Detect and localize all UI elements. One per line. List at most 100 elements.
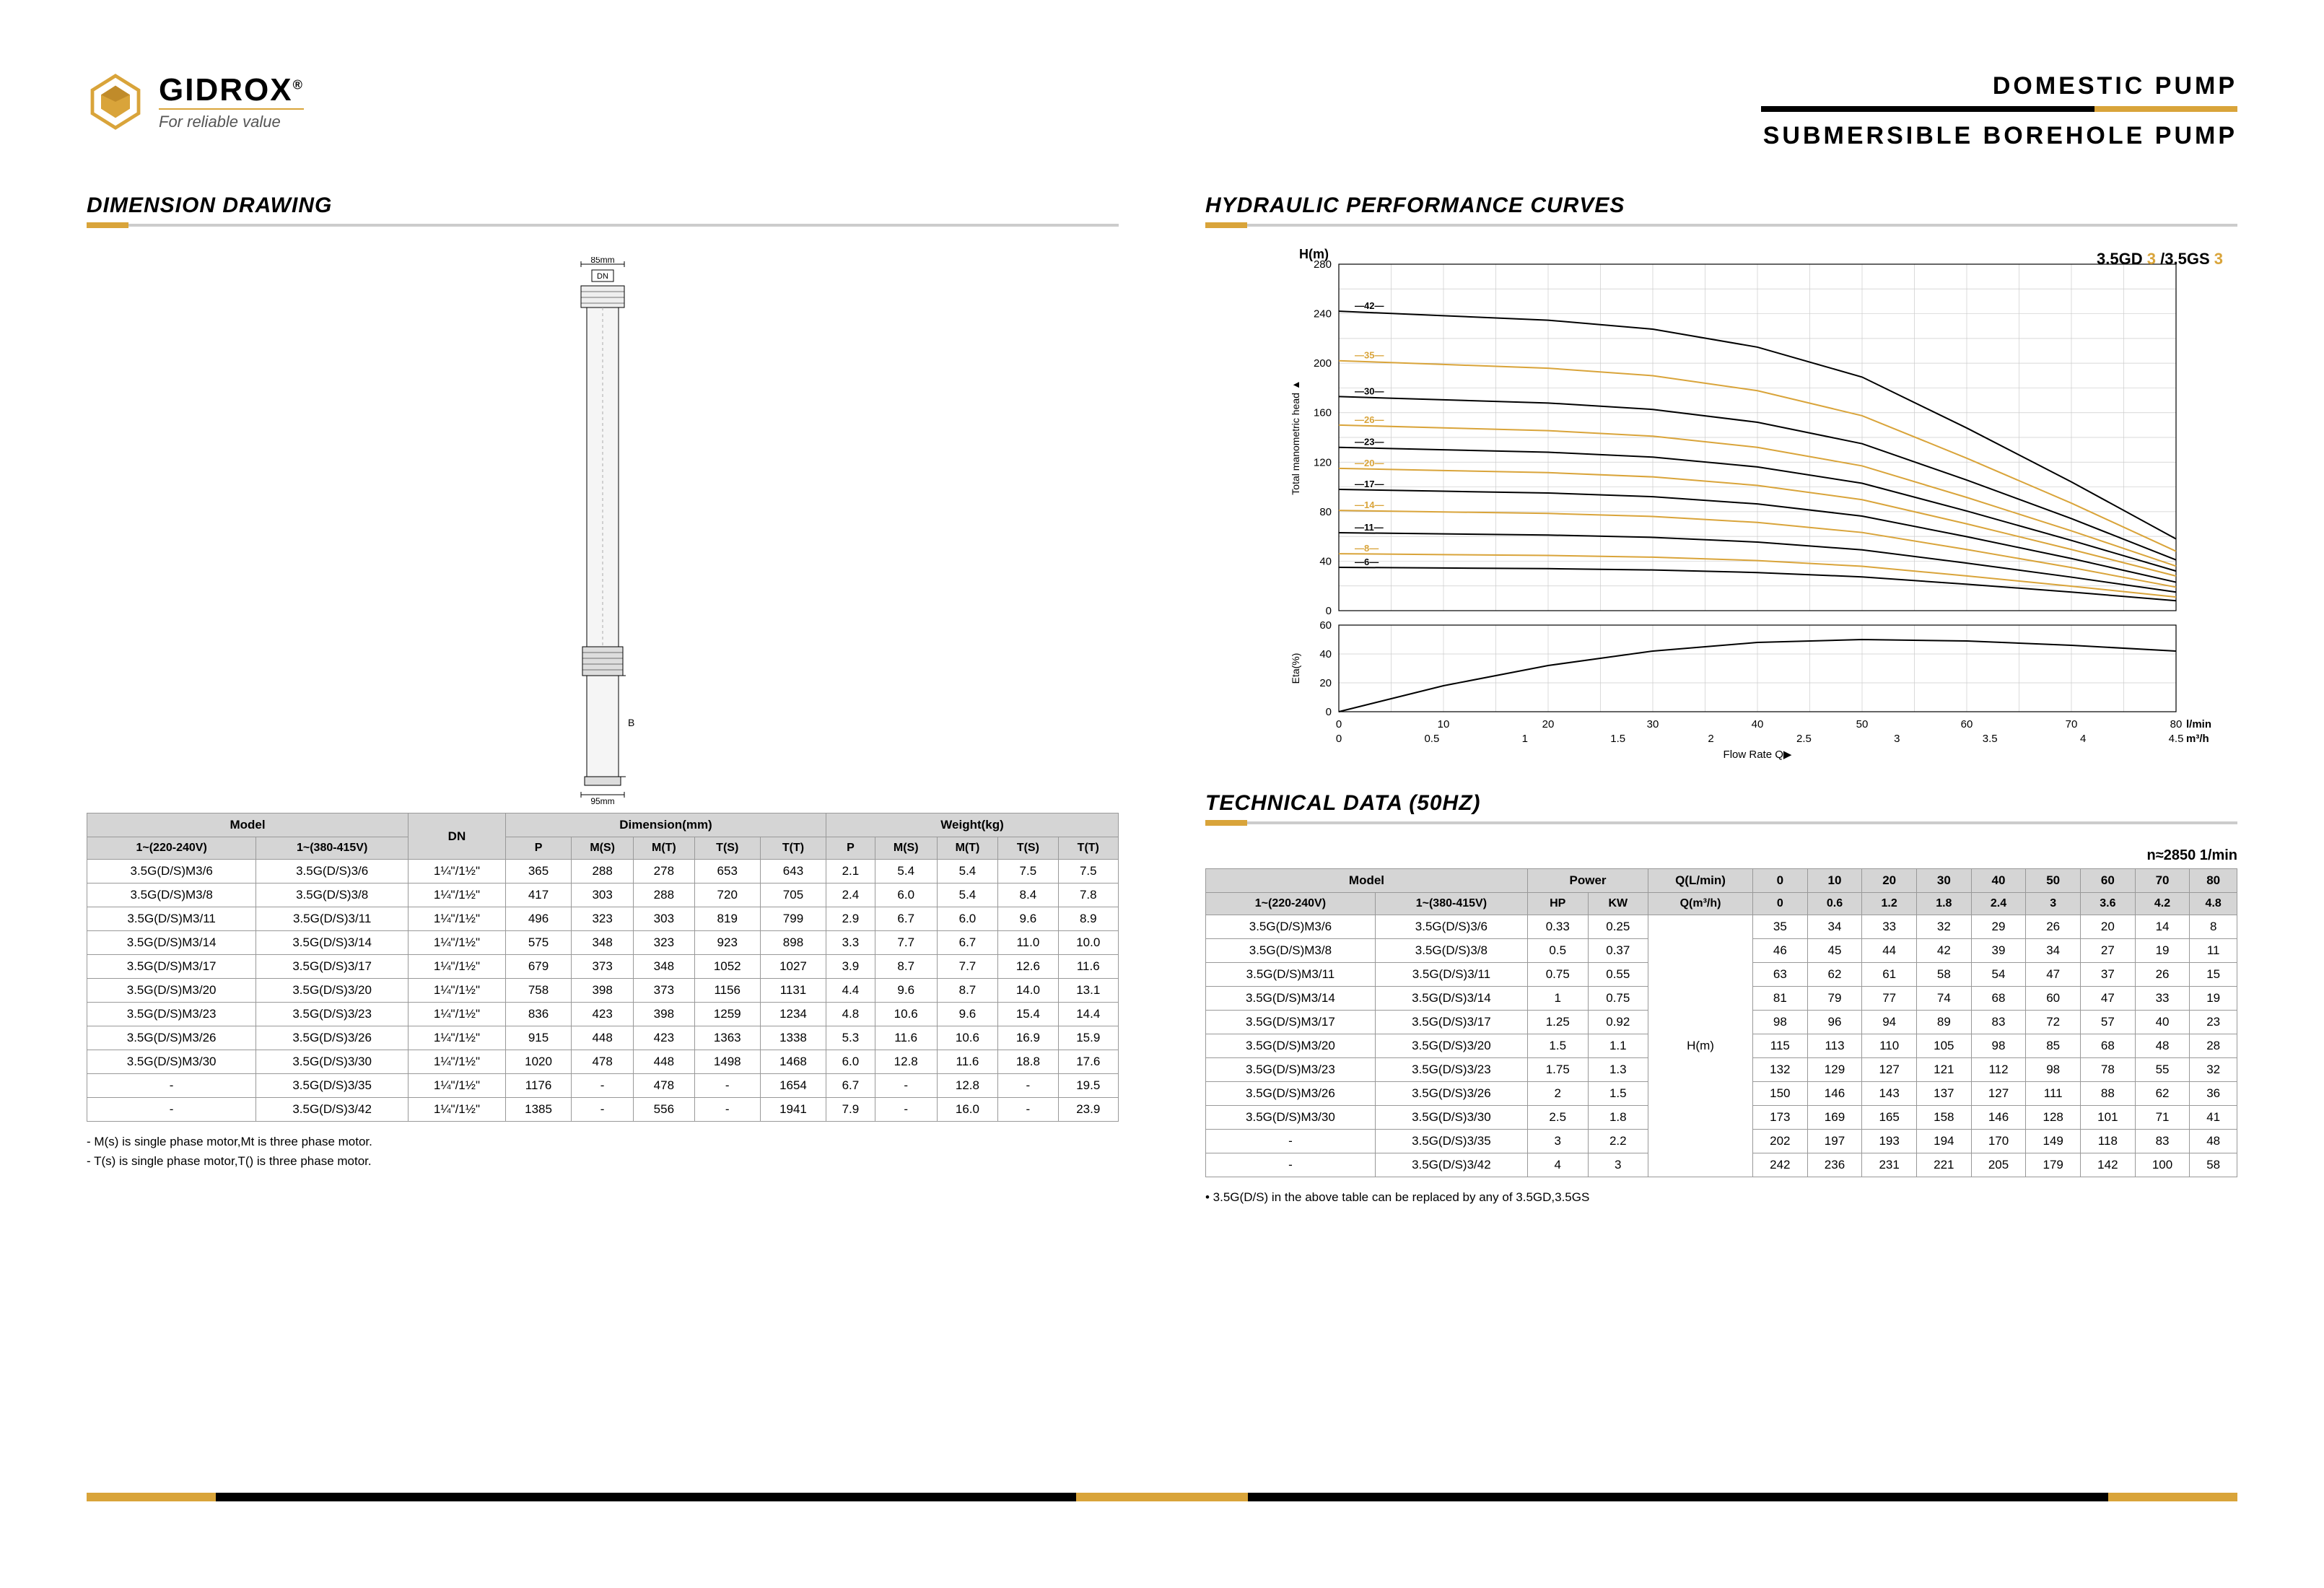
table-row: 3.5G(D/S)M3/233.5G(D/S)3/231¼"/1½"836423… (87, 1003, 1119, 1026)
tt-hp: HP (1527, 893, 1588, 915)
svg-text:20: 20 (1319, 677, 1332, 689)
table-cell: 1385 (505, 1098, 571, 1122)
table-row: 3.5G(D/S)M3/113.5G(D/S)3/111¼"/1½"496323… (87, 907, 1119, 931)
table-cell: 799 (760, 907, 826, 931)
table-cell: 7.7 (937, 955, 997, 979)
svg-text:—14—: —14— (1355, 499, 1384, 510)
table-cell: 23 (2190, 1011, 2237, 1034)
table-cell: 653 (694, 860, 760, 884)
table-cell: 448 (634, 1050, 694, 1074)
tt-v2: 1~(380-415V) (1375, 893, 1527, 915)
footer-rule (87, 1493, 2237, 1501)
heading-underline-2 (1205, 222, 2237, 228)
table-cell: 3.5G(D/S)3/14 (1375, 987, 1527, 1011)
table-cell: 5.4 (937, 860, 997, 884)
svg-text:120: 120 (1314, 456, 1332, 468)
rpm-note: n≈2850 1/min (1205, 847, 2237, 864)
svg-text:40: 40 (1319, 555, 1332, 567)
svg-text:0.5: 0.5 (1424, 733, 1439, 745)
table-cell: 3 (1527, 1130, 1588, 1153)
table-cell: 98 (2026, 1058, 2081, 1082)
table-cell: 77 (1862, 987, 1917, 1011)
table-cell: 149 (2026, 1130, 2081, 1153)
tt-q0: 0 (1752, 869, 1807, 893)
table-cell: 78 (2081, 1058, 2136, 1082)
tt-qb2: 1.2 (1862, 893, 1917, 915)
table-cell: 3.5G(D/S)3/23 (1375, 1058, 1527, 1082)
table-cell: 81 (1752, 987, 1807, 1011)
table-cell: 35 (1752, 915, 1807, 939)
table-cell: 193 (1862, 1130, 1917, 1153)
th-tt2: T(T) (1058, 837, 1118, 860)
table-cell: 3.5G(D/S)3/35 (256, 1074, 409, 1098)
th-ts: T(S) (694, 837, 760, 860)
table-cell: 8 (2190, 915, 2237, 939)
table-cell: 1.25 (1527, 1011, 1588, 1034)
table-cell: 47 (2026, 963, 2081, 987)
table-cell: 88 (2081, 1082, 2136, 1106)
th-dimension: Dimension(mm) (505, 813, 826, 837)
table-cell: 323 (572, 907, 634, 931)
table-cell: 4 (1527, 1153, 1588, 1177)
table-cell: 170 (1971, 1130, 2026, 1153)
table-row: 3.5G(D/S)M3/173.5G(D/S)3/171¼"/1½"679373… (87, 955, 1119, 979)
table-cell: 3.5G(D/S)3/6 (256, 860, 409, 884)
th-dn: DN (409, 813, 506, 860)
heading-underline-3 (1205, 820, 2237, 826)
table-cell: 3.5G(D/S)3/42 (1375, 1153, 1527, 1177)
table-cell: 26 (2026, 915, 2081, 939)
table-cell: 348 (634, 955, 694, 979)
svg-text:60: 60 (1319, 619, 1332, 632)
table-cell: 1.5 (1588, 1082, 1648, 1106)
table-cell: 1498 (694, 1050, 760, 1074)
tt-q5: 50 (2026, 869, 2081, 893)
table-cell: 11 (2190, 939, 2237, 963)
table-cell: 1027 (760, 955, 826, 979)
svg-text:0: 0 (1326, 605, 1332, 617)
table-cell: 417 (505, 884, 571, 907)
table-row: 3.5G(D/S)M3/63.5G(D/S)3/61¼"/1½"36528827… (87, 860, 1119, 884)
tt-qb0: 0 (1752, 893, 1807, 915)
table-row: 3.5G(D/S)M3/83.5G(D/S)3/81¼"/1½"41730328… (87, 884, 1119, 907)
svg-text:50: 50 (1856, 718, 1869, 730)
table-cell: 478 (572, 1050, 634, 1074)
table-cell: 19.5 (1058, 1074, 1118, 1098)
svg-text:—23—: —23— (1355, 437, 1384, 448)
table-cell: 398 (634, 1003, 694, 1026)
logo-icon (87, 73, 144, 131)
table-cell: 3.5G(D/S)M3/26 (87, 1026, 256, 1050)
table-cell: 47 (2081, 987, 2136, 1011)
table-cell: 3.5G(D/S)3/6 (1375, 915, 1527, 939)
table-cell: 3.5G(D/S)M3/14 (87, 931, 256, 955)
table-cell: 169 (1807, 1106, 1862, 1130)
table-cell: 7.7 (875, 931, 937, 955)
table-cell: 45 (1807, 939, 1862, 963)
table-cell: 46 (1752, 939, 1807, 963)
table-cell: 5.4 (937, 884, 997, 907)
table-cell: 33 (2135, 987, 2190, 1011)
table-cell: 55 (2135, 1058, 2190, 1082)
table-cell: 303 (634, 907, 694, 931)
table-cell: 3.5G(D/S)3/11 (1375, 963, 1527, 987)
table-cell: 7.9 (826, 1098, 875, 1122)
svg-text:—20—: —20— (1355, 458, 1384, 468)
table-cell: 63 (1752, 963, 1807, 987)
svg-text:85mm: 85mm (590, 257, 614, 265)
logo-name: GIDROX® (159, 72, 304, 108)
table-cell: 83 (1971, 1011, 2026, 1034)
table-cell: 1156 (694, 979, 760, 1003)
table-cell: 3.5G(D/S)M3/11 (1206, 963, 1376, 987)
dim-note-2: - T(s) is single phase motor,T() is thre… (87, 1151, 1119, 1171)
table-cell: 7.5 (1058, 860, 1118, 884)
table-cell: 3.5G(D/S)M3/17 (1206, 1011, 1376, 1034)
svg-text:4: 4 (2080, 733, 2086, 745)
table-cell: 3.9 (826, 955, 875, 979)
table-cell: 12.8 (937, 1074, 997, 1098)
table-cell: 3.5G(D/S)M3/30 (1206, 1106, 1376, 1130)
table-row: 3.5G(D/S)M3/303.5G(D/S)3/301¼"/1½"102047… (87, 1050, 1119, 1074)
table-cell: 448 (572, 1026, 634, 1050)
table-cell: 1338 (760, 1026, 826, 1050)
table-cell: 478 (634, 1074, 694, 1098)
svg-text:40: 40 (1752, 718, 1764, 730)
table-cell: 17.6 (1058, 1050, 1118, 1074)
